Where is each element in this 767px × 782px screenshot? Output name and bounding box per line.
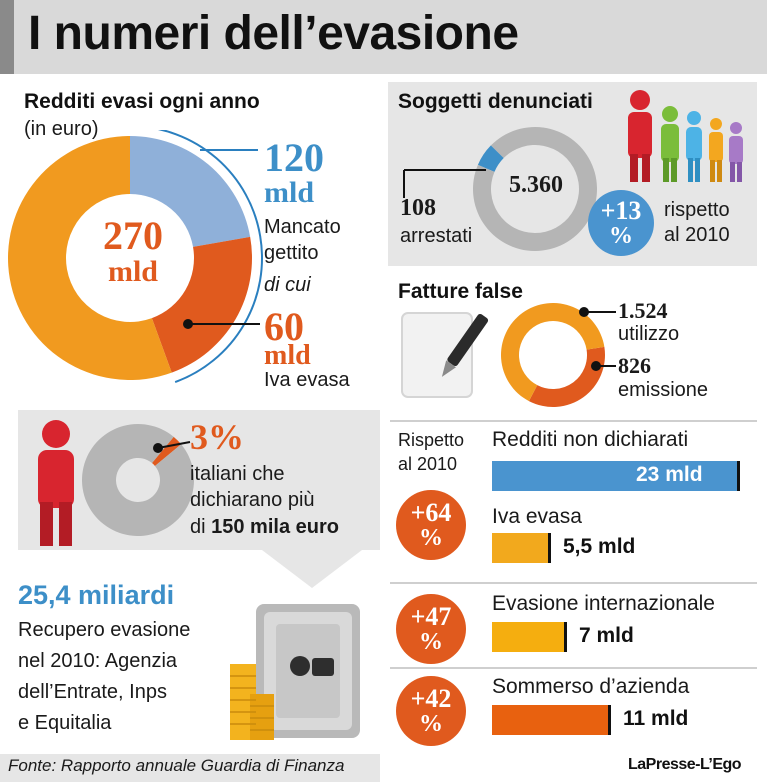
- bar-value-iva: 5,5 mld: [563, 535, 636, 558]
- soggetti-badge-value: +13: [600, 196, 642, 225]
- bar-internazionale: [492, 622, 567, 652]
- people-icon: [628, 90, 743, 182]
- divider-2: [390, 667, 757, 669]
- bar-label-internazionale: Evasione internazionale: [492, 592, 715, 615]
- soggetti-donut: [472, 127, 597, 251]
- bar-redditi: [492, 461, 740, 491]
- redditi-total-value: 270: [103, 213, 163, 258]
- emissione-label: emissione: [618, 379, 709, 401]
- divider-top: [390, 420, 757, 422]
- mancato-value: 120: [264, 135, 324, 180]
- donut-slice-mancato: [130, 136, 251, 247]
- donut-slice-resto: [7, 136, 172, 380]
- recupero-line-4: e Equitalia: [18, 712, 112, 734]
- bar-label-redditi: Redditi non dichiarati: [492, 428, 689, 451]
- badge-42-value: +42: [410, 684, 452, 713]
- donut-slice-emissione: [528, 346, 605, 407]
- arrestati-label: arrestati: [400, 225, 473, 247]
- badge-64-value: +64: [410, 498, 452, 527]
- recupero-line-2: nel 2010: Agenzia: [18, 650, 178, 672]
- di-cui-label: di cui: [264, 274, 311, 296]
- mancato-connector: [200, 149, 258, 151]
- donut-slice-rest: [82, 424, 194, 536]
- soggetti-change-badge: +13 %: [588, 190, 654, 256]
- fatture-heading: Fatture false: [398, 280, 523, 303]
- donut-slice-arrestati: [477, 145, 504, 172]
- badge-47: +47 %: [396, 594, 466, 664]
- soggetti-total: 5.360: [509, 172, 563, 198]
- soggetti-rispetto-1: rispetto: [664, 199, 730, 221]
- badge-47-percent: %: [419, 629, 443, 655]
- bar-sommerso: [492, 705, 611, 735]
- italiani-line-3-bold: 150 mila euro: [211, 516, 339, 538]
- emissione-value: 826: [618, 353, 651, 378]
- utilizzo-label: utilizzo: [618, 323, 680, 345]
- badge-42-percent: %: [419, 711, 443, 737]
- panel-arrow: [262, 550, 362, 588]
- footer-source: Fonte: Rapporto annuale Guardia di Finan…: [8, 756, 345, 775]
- safe-coins-icon: [230, 604, 360, 740]
- redditi-unit: (in euro): [24, 118, 99, 140]
- redditi-total-unit: mld: [107, 255, 158, 288]
- rispetto-header-1: Rispetto: [398, 430, 465, 450]
- bar-value-internazionale: 7 mld: [579, 624, 634, 647]
- italiani-connector: [153, 441, 191, 453]
- fatture-donut: [501, 303, 605, 407]
- divider-1: [390, 582, 757, 584]
- badge-47-value: +47: [410, 602, 452, 631]
- page-title: I numeri dell’evasione: [28, 7, 519, 60]
- donut-slice-iva: [151, 236, 252, 373]
- italiani-panel: [18, 410, 380, 550]
- italiani-line-3: di 150 mila euro: [190, 515, 339, 539]
- bar-iva: [492, 533, 551, 563]
- bar-value-sommerso: 11 mld: [623, 707, 689, 730]
- utilizzo-value: 1.524: [618, 298, 668, 323]
- redditi-donut: [7, 130, 263, 383]
- footer-band: [0, 754, 380, 782]
- badge-42: +42 %: [396, 676, 466, 746]
- iva-connector: [183, 319, 260, 329]
- mancato-label-2: gettito: [264, 242, 319, 264]
- redditi-heading: Redditi evasi ogni anno: [24, 90, 260, 113]
- recupero-line-3: dell’Entrate, Inps: [18, 681, 167, 703]
- italiani-percent: 3%: [190, 417, 244, 457]
- mancato-unit: mld: [264, 176, 315, 209]
- iva-unit: mld: [264, 340, 311, 371]
- badge-64-percent: %: [419, 525, 443, 551]
- bar-label-iva: Iva evasa: [492, 505, 582, 528]
- arrestati-connector: [403, 169, 486, 198]
- iva-label: Iva evasa: [264, 369, 350, 391]
- person-icon: [38, 420, 74, 546]
- iva-value: 60: [264, 304, 304, 349]
- soggetti-badge-percent: %: [609, 223, 633, 249]
- donut-slice-utilizzo: [501, 303, 605, 402]
- mancato-label-1: Mancato: [264, 216, 341, 238]
- italiani-line-2: dichiarano più: [190, 489, 315, 511]
- fatture-connectors: [579, 307, 616, 371]
- arrestati-value: 108: [400, 195, 436, 221]
- header-band: [0, 0, 767, 74]
- header-accent-bar: [0, 0, 14, 74]
- mancato-bracket-arc: [157, 130, 263, 383]
- soggetti-heading: Soggetti denunciati: [398, 90, 593, 113]
- italiani-line-1: italiani che: [190, 463, 285, 485]
- bar-label-sommerso: Sommerso d’azienda: [492, 675, 690, 698]
- badge-64: +64 %: [396, 490, 466, 560]
- footer-credit: LaPresse-L’Ego: [628, 756, 742, 773]
- rispetto-header-2: al 2010: [398, 454, 458, 474]
- italiani-line-3-pre: di: [190, 516, 212, 538]
- document-pen-icon: [401, 312, 489, 398]
- recupero-line-1: Recupero evasione: [18, 619, 191, 641]
- bar-value-redditi: 23 mld: [636, 463, 703, 486]
- recupero-value: 25,4 miliardi: [18, 580, 175, 610]
- soggetti-rispetto-2: al 2010: [664, 224, 730, 246]
